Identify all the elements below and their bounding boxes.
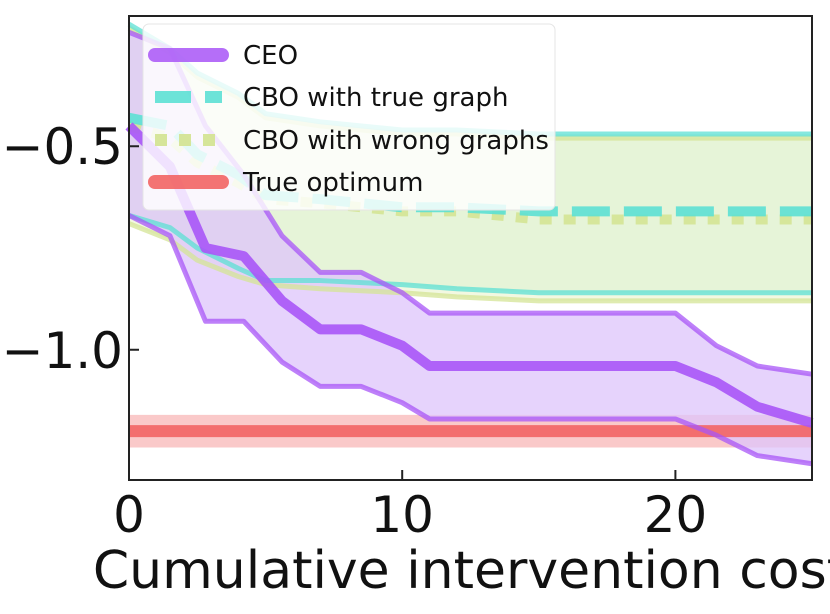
x-tick-label: 10: [370, 486, 434, 544]
x-tick-label: 0: [113, 486, 145, 544]
legend-label-cbo-wrong-graphs: CBO with wrong graphs: [243, 126, 549, 156]
lower-bound-cbo-with-wrong-graphs: [128, 221, 812, 304]
x-axis: 0 10 20: [113, 470, 707, 544]
y-tick-label: −0.5: [2, 118, 123, 176]
x-axis-title: Cumulative intervention cost: [93, 541, 830, 601]
y-axis: −0.5 −1.0: [2, 118, 139, 380]
legend-box: [142, 23, 556, 211]
band-ceo: [129, 32, 812, 464]
legend-label-true-optimum: True optimum: [242, 168, 423, 198]
legend-label-ceo: CEO: [243, 41, 298, 71]
lower-bound-ceo: [127, 213, 813, 467]
y-tick-label: −1.0: [2, 322, 123, 380]
legend: CEO CBO with true graph CBO with wrong g…: [142, 23, 556, 211]
legend-label-cbo-true-graph: CBO with true graph: [243, 83, 508, 113]
plot-frame: [128, 15, 813, 481]
lower-bound-cbo-with-true-graph: [128, 213, 812, 296]
mean-line-ceo: [125, 122, 814, 428]
x-tick-label: 20: [644, 486, 708, 544]
